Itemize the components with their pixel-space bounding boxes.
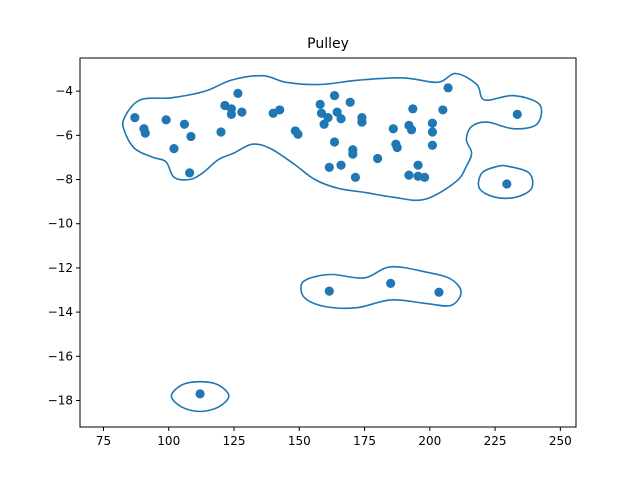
data-point	[408, 104, 418, 114]
y-tick-label: −4	[55, 84, 73, 98]
data-point	[329, 137, 340, 147]
data-point	[186, 131, 196, 142]
data-point	[350, 172, 361, 182]
y-tick-label: −12	[48, 261, 73, 275]
y-tick-label: −6	[55, 128, 73, 142]
y-tick-label: −16	[48, 349, 73, 363]
data-point	[406, 125, 417, 135]
x-tick-label: 150	[288, 434, 311, 448]
data-point	[443, 83, 453, 93]
scatter-points	[130, 83, 522, 399]
data-point	[226, 109, 237, 119]
data-point	[348, 149, 358, 159]
x-tick-label: 75	[96, 434, 111, 448]
y-tick-label: −14	[48, 305, 73, 319]
contour-4	[170, 380, 230, 413]
y-tick-label: −10	[48, 217, 73, 231]
data-point	[324, 162, 334, 172]
data-point	[512, 109, 522, 119]
data-point	[275, 105, 285, 115]
data-point	[373, 153, 383, 164]
plot-frame	[79, 57, 577, 428]
data-point	[427, 127, 438, 137]
data-point	[185, 168, 195, 178]
contour-2	[477, 164, 534, 200]
data-point	[316, 108, 327, 118]
x-tick-label: 175	[353, 434, 376, 448]
y-tick-label: −8	[55, 173, 73, 187]
data-point	[502, 179, 512, 189]
data-point	[427, 118, 438, 128]
x-axis: 75 100 125 150 175 200 225 250	[96, 427, 572, 448]
x-tick-label: 200	[418, 434, 441, 448]
density-contours	[121, 72, 543, 413]
data-point	[216, 127, 226, 137]
contour-3	[300, 265, 462, 310]
data-point	[233, 88, 243, 98]
data-point	[434, 287, 444, 297]
data-point	[386, 278, 396, 288]
data-point	[392, 142, 402, 153]
x-tick-label: 125	[223, 434, 246, 448]
data-point	[195, 389, 205, 399]
x-tick-label: 250	[549, 434, 572, 448]
data-point	[329, 90, 340, 101]
data-point	[357, 117, 367, 127]
data-point	[419, 172, 430, 182]
y-axis: −4 −6 −8 −10 −12 −14 −16 −18	[48, 84, 80, 407]
data-point	[388, 124, 398, 134]
data-point	[427, 140, 438, 150]
data-point	[293, 129, 303, 139]
chart-title: Pulley	[307, 36, 349, 52]
contour-1	[121, 72, 543, 202]
data-point	[140, 128, 150, 138]
data-point	[237, 107, 247, 117]
data-point	[315, 99, 325, 110]
data-point	[404, 170, 414, 180]
data-point	[130, 113, 140, 123]
data-point	[345, 97, 355, 107]
data-point	[332, 107, 342, 117]
data-point	[179, 119, 190, 129]
data-point	[323, 113, 333, 123]
data-point	[161, 115, 171, 125]
data-point	[438, 105, 448, 115]
data-point	[324, 286, 334, 296]
y-tick-label: −18	[48, 393, 73, 407]
x-tick-label: 225	[484, 434, 507, 448]
data-point	[336, 114, 346, 124]
x-tick-label: 100	[157, 434, 180, 448]
data-point	[413, 160, 423, 170]
data-point	[319, 119, 329, 129]
data-point	[336, 160, 346, 170]
data-point	[169, 143, 179, 154]
